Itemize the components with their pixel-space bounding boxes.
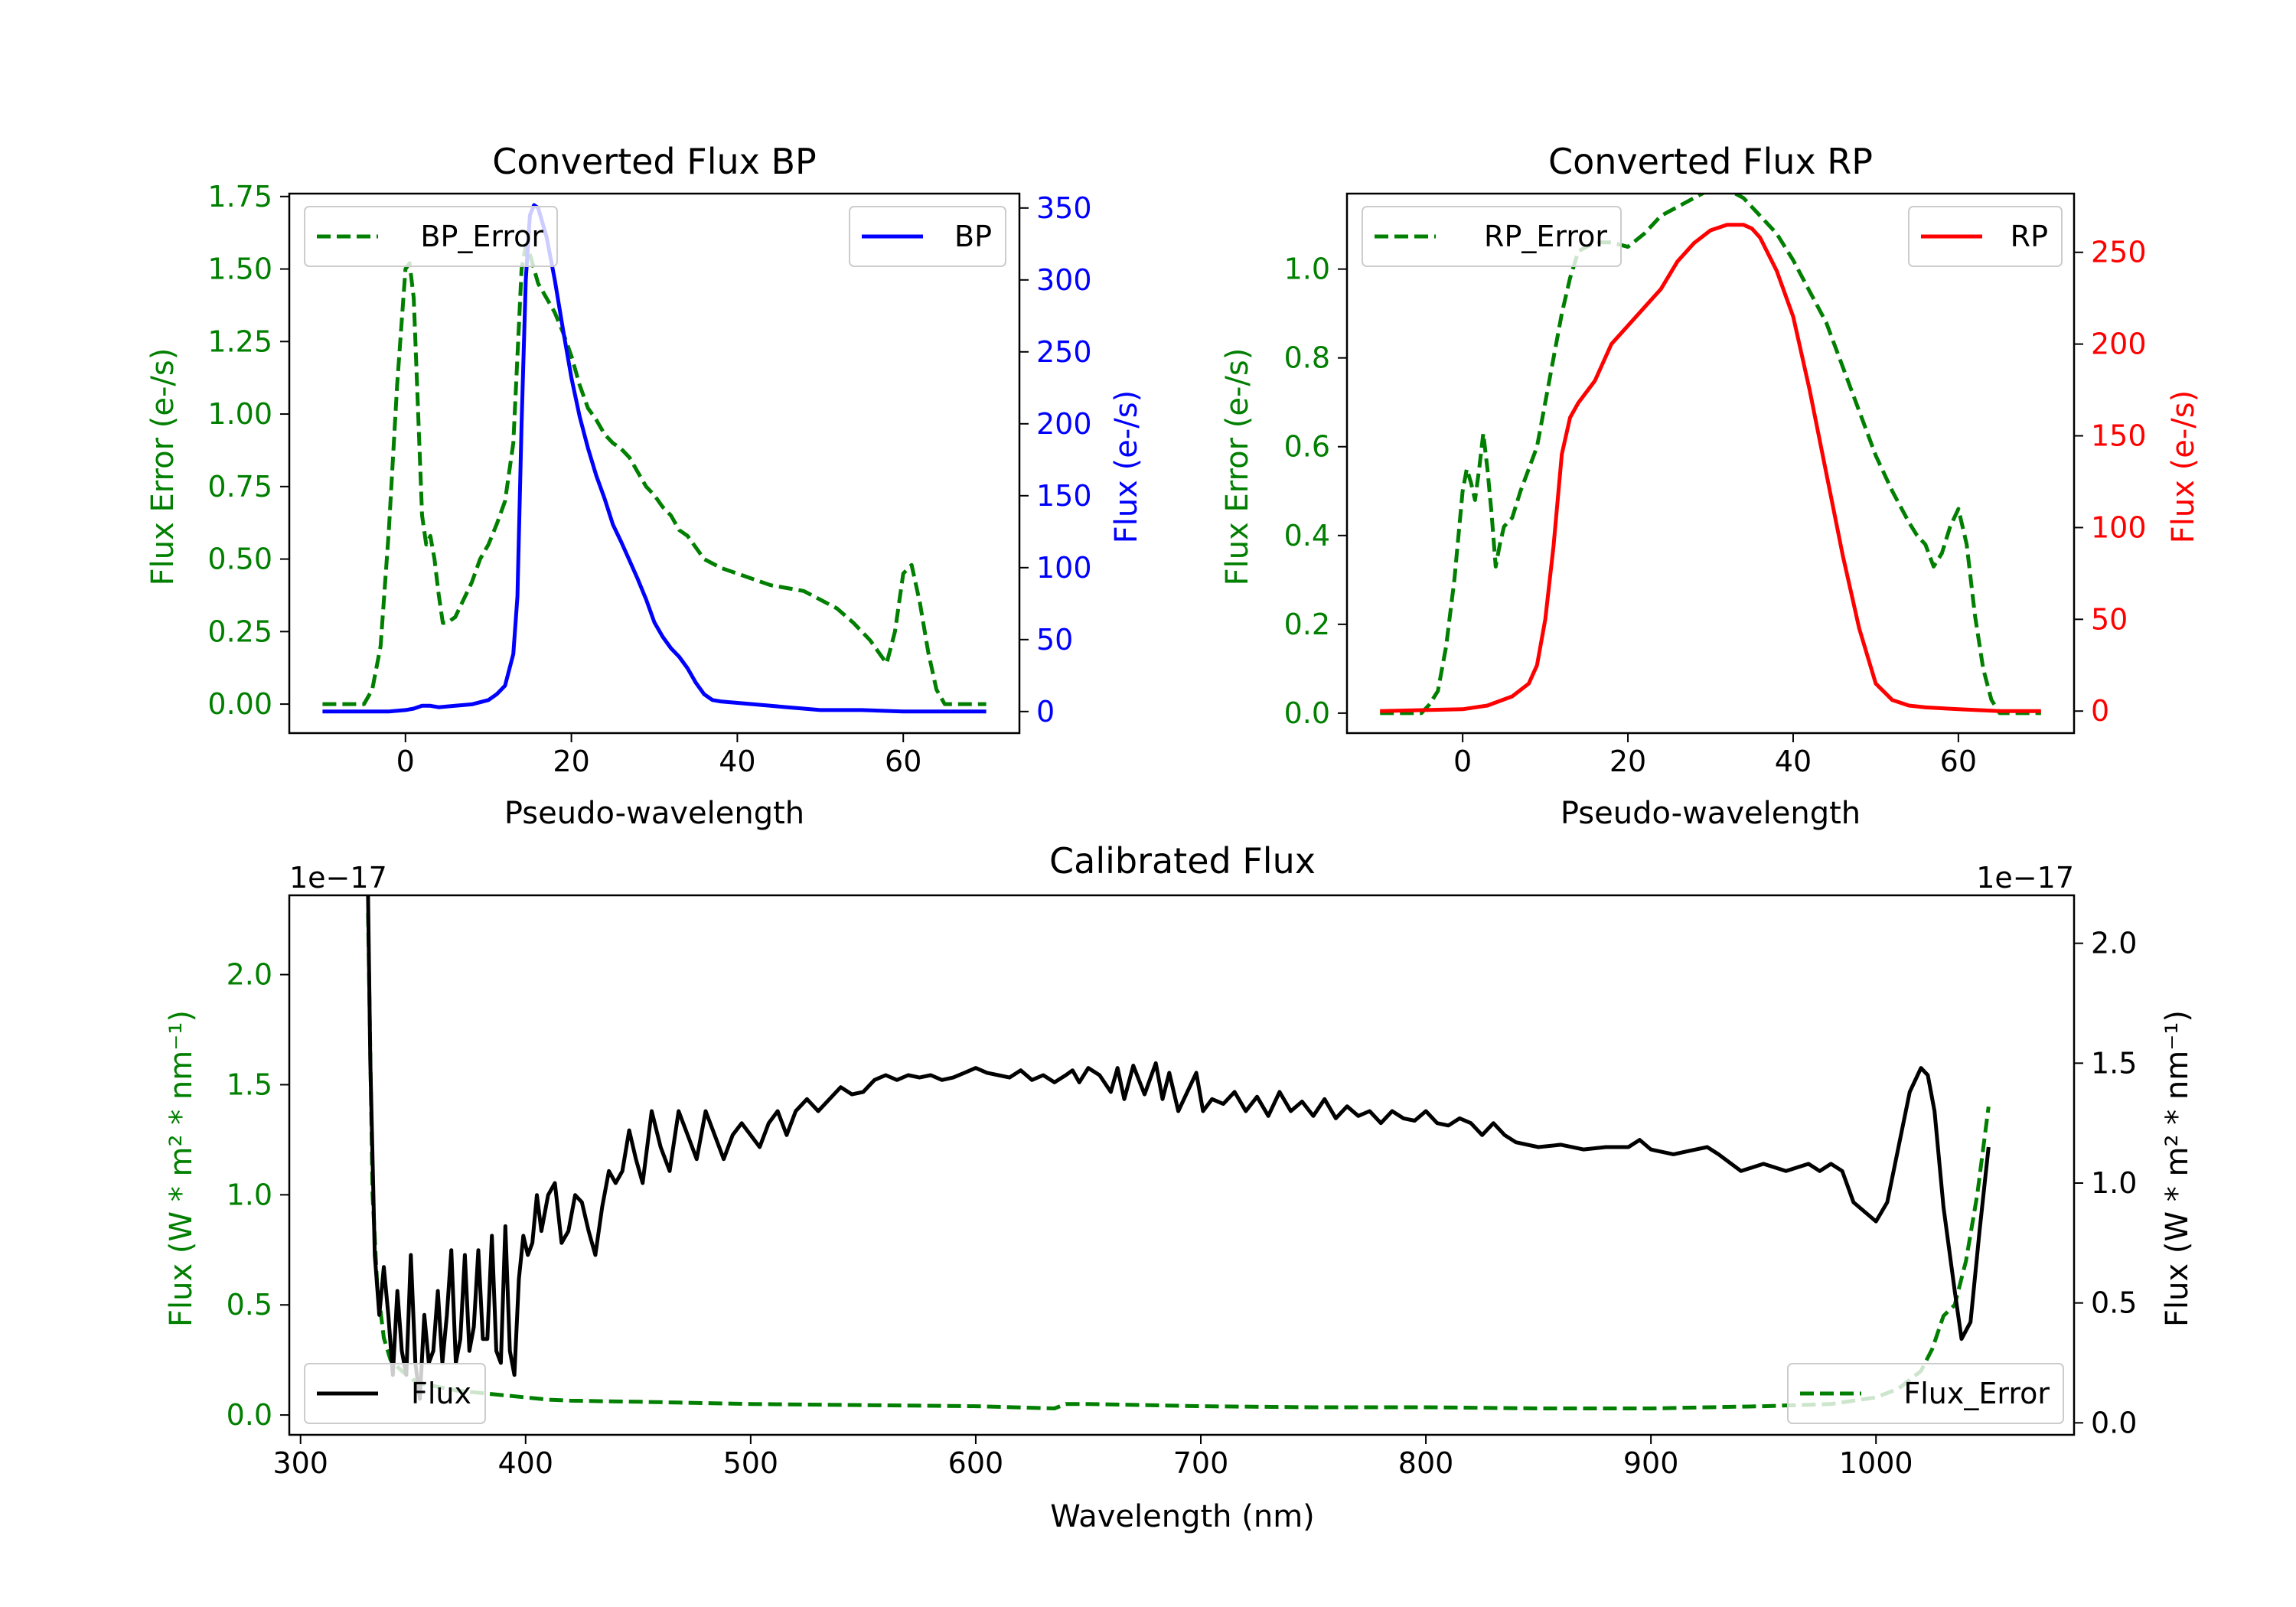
cal-xtick-label: 900: [1623, 1446, 1679, 1480]
cal-title: Calibrated Flux: [1049, 840, 1316, 882]
rp-ytick-left-label: 0.0: [1284, 696, 1330, 730]
cal-ytick-left-label: 1.0: [227, 1178, 272, 1211]
cal-xtick-label: 400: [498, 1446, 554, 1480]
bp-xtick-label: 40: [719, 745, 755, 778]
bp-ytick-left-label: 0.75: [207, 470, 272, 504]
rp-series-rp-error: [1380, 194, 2041, 715]
rp-axes-frame: [1345, 192, 2076, 735]
bp-ytick-right-label: 350: [1036, 191, 1092, 225]
cal-xtick-label: 300: [272, 1446, 328, 1480]
bp-ytick-right-label: 0: [1036, 695, 1055, 729]
rp-ytick-right-label: 250: [2091, 236, 2147, 269]
cal-ytick-left-label: 0.5: [227, 1288, 272, 1322]
rp-ytick-left-label: 0.8: [1284, 341, 1330, 375]
bp-ylabel-right: Flux (e-/s): [1109, 390, 1144, 543]
rp-series-rp: [1380, 223, 2041, 713]
rp-legend-box: [1908, 206, 2063, 267]
bp-xtick-label: 20: [553, 745, 589, 778]
bp-legend-box: [849, 206, 1006, 267]
bp-ytick-left-label: 0.00: [207, 687, 272, 721]
bp-xtick-label: 60: [885, 745, 921, 778]
bp-ytick-left-label: 1.50: [207, 253, 272, 286]
bp-ytick-right-label: 150: [1036, 479, 1092, 513]
rp-ytick-right-label: 200: [2091, 328, 2147, 361]
chart-calibrated: Calibrated Flux Wavelength (nm) Flux (W …: [164, 840, 2195, 1534]
bp-legend-label: BP_Error: [420, 220, 543, 253]
rp-title: Converted Flux RP: [1548, 141, 1873, 182]
chart-rp: Converted Flux RP Pseudo-wavelength Flux…: [1220, 141, 2201, 831]
cal-series-flux: [366, 895, 1991, 1401]
rp-legend-label: RP: [2011, 220, 2048, 253]
bp-ytick-right-label: 300: [1036, 263, 1092, 297]
cal-xtick-label: 500: [723, 1446, 779, 1480]
cal-series-flux-error: [366, 912, 1991, 1410]
cal-xtick-label: 600: [948, 1446, 1004, 1480]
rp-ytick-right-label: 50: [2091, 602, 2128, 636]
bp-ytick-left-label: 0.25: [207, 614, 272, 648]
bp-title: Converted Flux BP: [492, 141, 817, 182]
cal-legend-box: [304, 1363, 486, 1424]
rp-ytick-right-label: 150: [2091, 419, 2147, 453]
rp-xtick-label: 60: [1940, 745, 1977, 778]
bp-legend-box: [304, 206, 558, 267]
bp-legend-label: BP: [954, 220, 992, 253]
cal-ytick-left-label: 1.5: [227, 1068, 272, 1101]
bp-ytick-right-label: 200: [1036, 407, 1092, 441]
bp-ytick-left-label: 1.25: [207, 324, 272, 358]
cal-offset-left: 1e−17: [289, 861, 387, 895]
rp-ytick-left-label: 0.4: [1284, 519, 1330, 553]
cal-offset-right: 1e−17: [1976, 861, 2074, 895]
cal-ytick-right-label: 0.0: [2091, 1406, 2137, 1439]
bp-ytick-left-label: 1.75: [207, 180, 272, 214]
rp-ylabel-right: Flux (e-/s): [2166, 390, 2201, 543]
cal-ylabel-right: Flux (W * m² * nm⁻¹): [2160, 1010, 2195, 1327]
cal-xtick-label: 800: [1398, 1446, 1454, 1480]
rp-ytick-left-label: 0.2: [1284, 608, 1330, 641]
bp-xlabel: Pseudo-wavelength: [504, 796, 804, 831]
cal-ytick-right-label: 1.0: [2091, 1166, 2137, 1200]
cal-ytick-left-label: 0.0: [227, 1398, 272, 1432]
cal-legend-box: [1787, 1363, 2064, 1424]
bp-xtick-label: 0: [396, 745, 415, 778]
rp-xtick-label: 40: [1775, 745, 1812, 778]
cal-xtick-label: 1000: [1839, 1446, 1913, 1480]
bp-ytick-left-label: 0.50: [207, 543, 272, 576]
bp-series-bp-error: [322, 243, 987, 706]
cal-ytick-right-label: 2.0: [2091, 927, 2137, 960]
bp-ylabel-left: Flux Error (e-/s): [145, 348, 181, 586]
bp-axes-frame: [288, 192, 1021, 735]
chart-bp: Converted Flux BP Pseudo-wavelength Flux…: [145, 141, 1144, 831]
bp-ytick-right-label: 50: [1036, 623, 1073, 657]
cal-ytick-right-label: 0.5: [2091, 1286, 2137, 1320]
rp-xlabel: Pseudo-wavelength: [1561, 796, 1861, 831]
cal-ytick-left-label: 2.0: [227, 958, 272, 992]
cal-axes-frame: [288, 894, 2076, 1436]
cal-xtick-label: 700: [1173, 1446, 1229, 1480]
cal-ytick-right-label: 1.5: [2091, 1046, 2137, 1080]
cal-xlabel: Wavelength (nm): [1050, 1499, 1315, 1534]
rp-ytick-left-label: 0.6: [1284, 430, 1330, 464]
rp-legend-label: RP_Error: [1484, 220, 1607, 253]
rp-ytick-right-label: 0: [2091, 694, 2109, 728]
rp-ytick-left-label: 1.0: [1284, 253, 1330, 286]
cal-legend-label: Flux_Error: [1903, 1377, 2050, 1410]
bp-series-bp: [322, 203, 987, 714]
rp-xtick-label: 0: [1453, 745, 1472, 778]
bp-ytick-right-label: 100: [1036, 551, 1092, 585]
bp-ytick-left-label: 1.00: [207, 397, 272, 431]
rp-ylabel-left: Flux Error (e-/s): [1220, 348, 1255, 586]
rp-xtick-label: 20: [1609, 745, 1646, 778]
bp-ytick-right-label: 250: [1036, 335, 1092, 369]
cal-ylabel-left: Flux (W * m² * nm⁻¹): [164, 1010, 199, 1327]
rp-legend-box: [1362, 206, 1622, 267]
rp-ytick-right-label: 100: [2091, 510, 2147, 544]
cal-legend-label: Flux: [411, 1377, 471, 1410]
